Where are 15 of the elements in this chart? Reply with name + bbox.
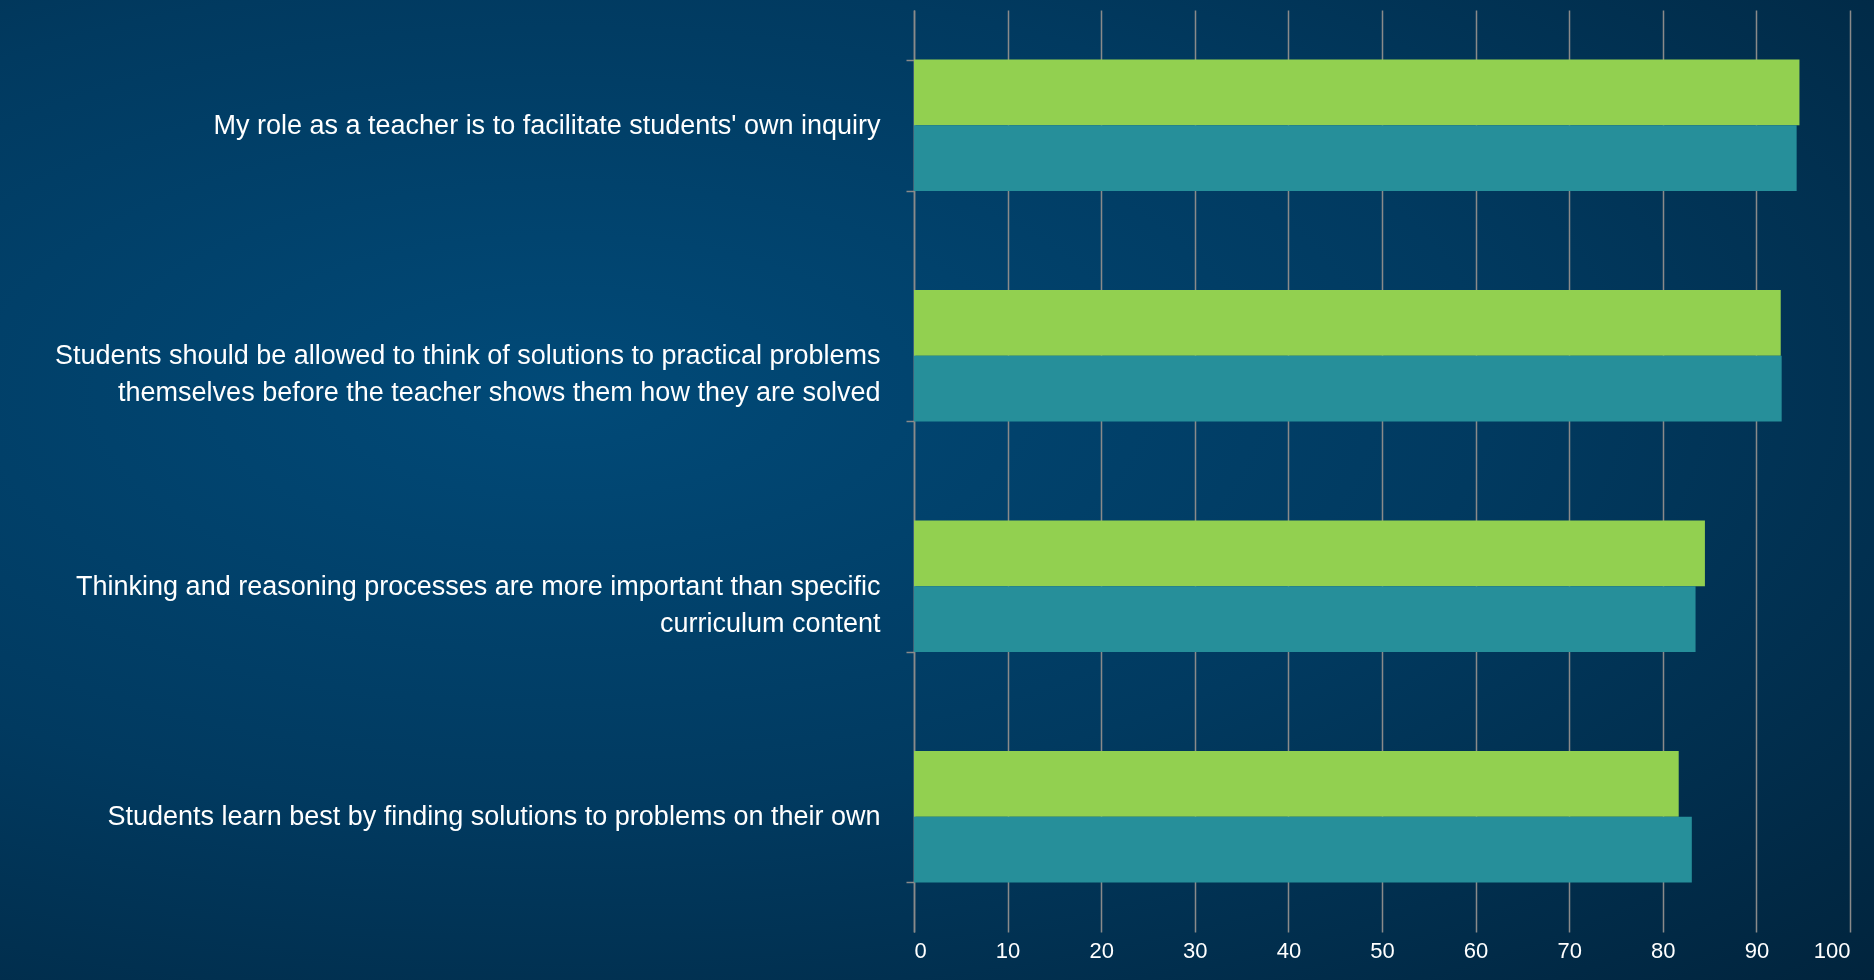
y-tick-label: Students learn best by finding solutions to problems on their own [107, 801, 881, 832]
y-tick-label: Students should be allowed to think of solutions to practical problems themselves before the teacher shows them how they are solved [55, 340, 881, 408]
y-tick-label: Thinking and reasoning processes are more important than specific curriculum content [76, 570, 881, 638]
x-tick-label: 0 [914, 937, 927, 963]
x-tick-label: 30 [1183, 937, 1208, 963]
x-tick-label: 80 [1651, 937, 1676, 963]
x-tick-label: 40 [1276, 937, 1302, 963]
x-tick-label: 50 [1370, 937, 1395, 963]
x-tick-label: 100 [1813, 937, 1851, 963]
x-tick-label: 90 [1744, 937, 1770, 963]
y-tick-label: My role as a teacher is to facilitate students' own inquiry [213, 109, 881, 140]
x-tick-label: 10 [995, 937, 1021, 963]
x-tick-label: 20 [1089, 937, 1114, 963]
x-tick-label: 70 [1557, 937, 1582, 963]
x-tick-label: 60 [1463, 937, 1489, 963]
